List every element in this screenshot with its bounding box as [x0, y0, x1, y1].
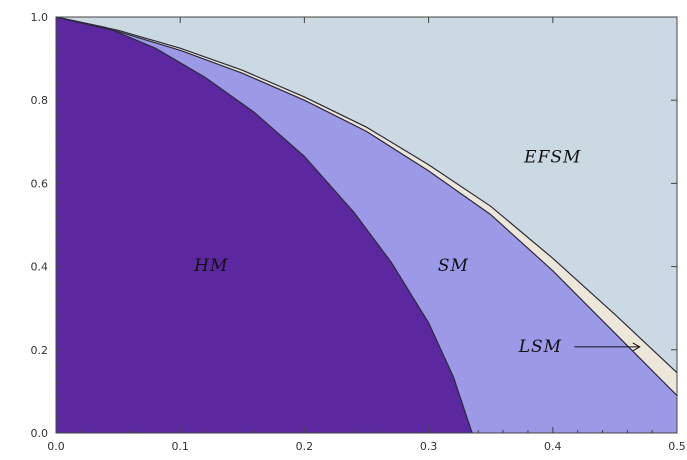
lsm-arrow-head: [632, 342, 641, 352]
x-axis: 0.0 0.1 0.2 0.3 0.4 0.5: [47, 17, 686, 453]
region-labels-layer: HM SM EFSM LSM: [193, 148, 641, 357]
x-tick-label: 0.1: [171, 440, 189, 453]
x-tick-label: 0.4: [544, 440, 562, 453]
y-tick-label: 0.0: [31, 427, 49, 440]
region-label-lsm: LSM: [518, 337, 562, 357]
x-tick-label: 0.3: [420, 440, 438, 453]
y-tick-label: 0.8: [31, 94, 49, 107]
boundary-lsm-efsm: [55, 16, 678, 374]
y-tick-label: 0.6: [31, 177, 49, 190]
y-axis: 0.0 0.2 0.4 0.6 0.8 1.0: [31, 11, 677, 440]
region-label-efsm: EFSM: [523, 148, 581, 168]
x-tick-label: 0.2: [296, 440, 314, 453]
x-tick-label: 0.5: [668, 440, 686, 453]
y-tick-label: 0.2: [31, 344, 49, 357]
region-hm: [56, 17, 473, 433]
x-tick-label: 0.0: [47, 440, 65, 453]
y-tick-label: 1.0: [31, 11, 49, 24]
boundary-layer: [55, 16, 678, 434]
region-label-sm: SM: [438, 256, 469, 276]
boundary-sm-lsm: [55, 16, 678, 397]
boundary-hm-sm: [55, 16, 473, 434]
regions-layer: [56, 17, 677, 433]
plot-frame: [55, 16, 678, 434]
y-tick-label: 0.4: [31, 261, 49, 274]
region-label-hm: HM: [193, 256, 228, 276]
